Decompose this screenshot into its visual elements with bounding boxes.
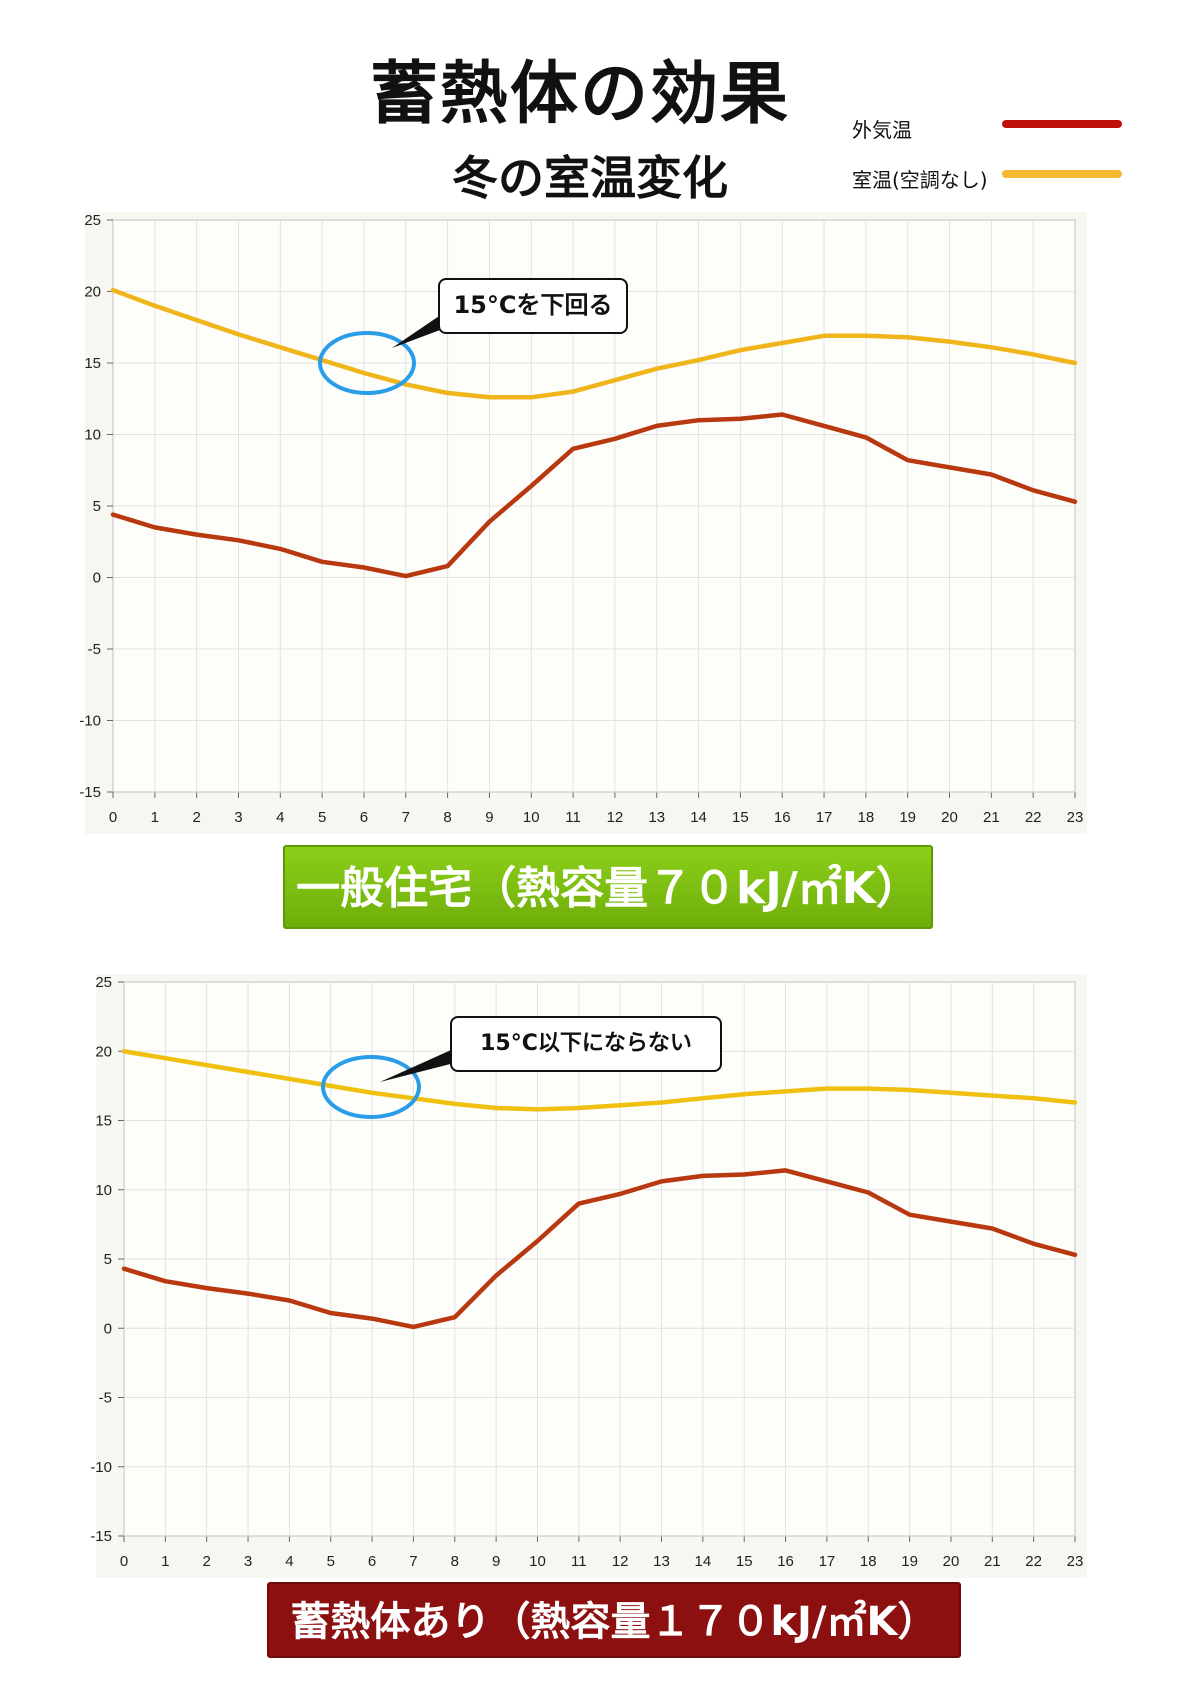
- x-tick-label: 6: [360, 809, 368, 826]
- x-tick-label: 13: [648, 809, 665, 826]
- callout-below-15: 15°Cを下回る: [438, 278, 628, 334]
- x-tick-label: 22: [1025, 1553, 1042, 1570]
- x-tick-label: 5: [318, 809, 326, 826]
- x-tick-label: 21: [983, 809, 1000, 826]
- x-tick-label: 4: [285, 1553, 293, 1570]
- x-tick-label: 2: [192, 809, 200, 826]
- y-tick-label: 15: [84, 355, 101, 372]
- x-tick-label: 23: [1067, 809, 1084, 826]
- series-line-outdoor: [110, 412, 1078, 579]
- chart-thermal-mass: 0 1 2 3 4 5 6 7 8 9 10 11 12 13 14 15 16 17 18 19 20 21 22 23-1…: [90, 974, 1087, 1578]
- x-tick-label: 15: [736, 1553, 753, 1570]
- y-tick-label: 15: [95, 1113, 112, 1130]
- x-tick-label: 14: [690, 809, 707, 826]
- x-tick-label: 10: [529, 1553, 546, 1570]
- y-tick-label: 10: [95, 1182, 112, 1199]
- highlight-ellipse: [318, 331, 416, 395]
- x-tick-label: 7: [402, 809, 410, 826]
- x-tick-label: 1: [161, 1553, 169, 1570]
- y-tick-label: 0: [104, 1320, 112, 1337]
- x-tick-label: 7: [409, 1553, 417, 1570]
- y-tick-label: -15: [79, 784, 101, 801]
- x-tick-label: 3: [244, 1553, 252, 1570]
- x-tick-label: 0: [120, 1553, 128, 1570]
- y-tick-label: 20: [84, 284, 101, 301]
- x-tick-label: 6: [368, 1553, 376, 1570]
- y-tick-label: 10: [84, 427, 101, 444]
- x-tick-label: 18: [860, 1553, 877, 1570]
- legend-label-room: 室温(空調なし): [852, 168, 988, 192]
- x-tick-label: 13: [653, 1553, 670, 1570]
- y-tick-label: -15: [90, 1528, 112, 1545]
- banner-thermal-mass: 蓄熱体あり（熱容量１７０kJ/㎡K）: [267, 1582, 961, 1658]
- x-tick-label: 15: [732, 809, 749, 826]
- x-tick-label: 9: [485, 809, 493, 826]
- y-tick-label: 25: [84, 212, 101, 229]
- x-tick-label: 14: [695, 1553, 712, 1570]
- legend-label-outdoor: 外気温: [852, 118, 912, 142]
- legend-swatch-room: [1002, 170, 1122, 178]
- y-tick-label: -10: [79, 713, 101, 730]
- callout-pointer: [380, 1046, 466, 1082]
- x-tick-label: 9: [492, 1553, 500, 1570]
- x-tick-label: 11: [571, 1553, 587, 1570]
- x-tick-label: 16: [774, 809, 791, 826]
- callout-not-below-15: 15°C以下にならない: [450, 1016, 722, 1072]
- legend-swatch-outdoor: [1002, 120, 1122, 128]
- x-tick-label: 10: [523, 809, 540, 826]
- page-subtitle: 冬の室温変化: [452, 151, 728, 205]
- x-tick-label: 16: [777, 1553, 794, 1570]
- x-tick-label: 12: [612, 1553, 629, 1570]
- x-tick-label: 4: [276, 809, 284, 826]
- x-tick-label: 20: [943, 1553, 960, 1570]
- x-tick-label: 5: [327, 1553, 335, 1570]
- x-tick-label: 17: [819, 1553, 836, 1570]
- y-tick-label: -5: [88, 641, 101, 658]
- y-tick-label: 20: [95, 1043, 112, 1060]
- x-tick-label: 12: [607, 809, 624, 826]
- x-tick-label: 18: [858, 809, 875, 826]
- y-tick-label: 25: [95, 974, 112, 991]
- x-tick-label: 22: [1025, 809, 1042, 826]
- y-tick-label: -5: [99, 1390, 112, 1407]
- y-tick-label: 5: [104, 1251, 112, 1268]
- series-line-room: [110, 287, 1078, 400]
- x-tick-label: 19: [901, 1553, 918, 1570]
- x-tick-label: 2: [203, 1553, 211, 1570]
- x-tick-label: 3: [234, 809, 242, 826]
- x-tick-label: 8: [443, 809, 451, 826]
- y-tick-label: 0: [93, 570, 101, 587]
- x-tick-label: 1: [151, 809, 159, 826]
- highlight-ellipse: [321, 1055, 421, 1119]
- series-line-room: [121, 1049, 1078, 1112]
- x-tick-label: 0: [109, 809, 117, 826]
- x-tick-label: 21: [984, 1553, 1001, 1570]
- banner-general-house: 一般住宅（熱容量７０kJ/㎡K）: [283, 845, 933, 929]
- y-tick-label: -10: [90, 1459, 112, 1476]
- y-tick-label: 5: [93, 498, 101, 515]
- x-tick-label: 11: [565, 809, 581, 826]
- page-title: 蓄熱体の効果: [369, 55, 790, 134]
- x-tick-label: 17: [816, 809, 833, 826]
- x-tick-label: 8: [451, 1553, 459, 1570]
- x-tick-label: 19: [899, 809, 916, 826]
- x-tick-label: 20: [941, 809, 958, 826]
- series-line-outdoor: [121, 1168, 1078, 1330]
- x-tick-label: 23: [1067, 1553, 1084, 1570]
